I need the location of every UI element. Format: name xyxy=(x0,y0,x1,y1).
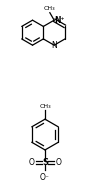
Text: O: O xyxy=(56,158,61,167)
Text: O: O xyxy=(29,158,34,167)
Text: N: N xyxy=(51,41,57,50)
Text: O⁻: O⁻ xyxy=(40,173,50,181)
Text: CH₃: CH₃ xyxy=(44,6,56,11)
Text: S: S xyxy=(42,158,48,167)
Text: CH₃: CH₃ xyxy=(39,104,51,109)
Text: N⁺: N⁺ xyxy=(55,16,65,25)
